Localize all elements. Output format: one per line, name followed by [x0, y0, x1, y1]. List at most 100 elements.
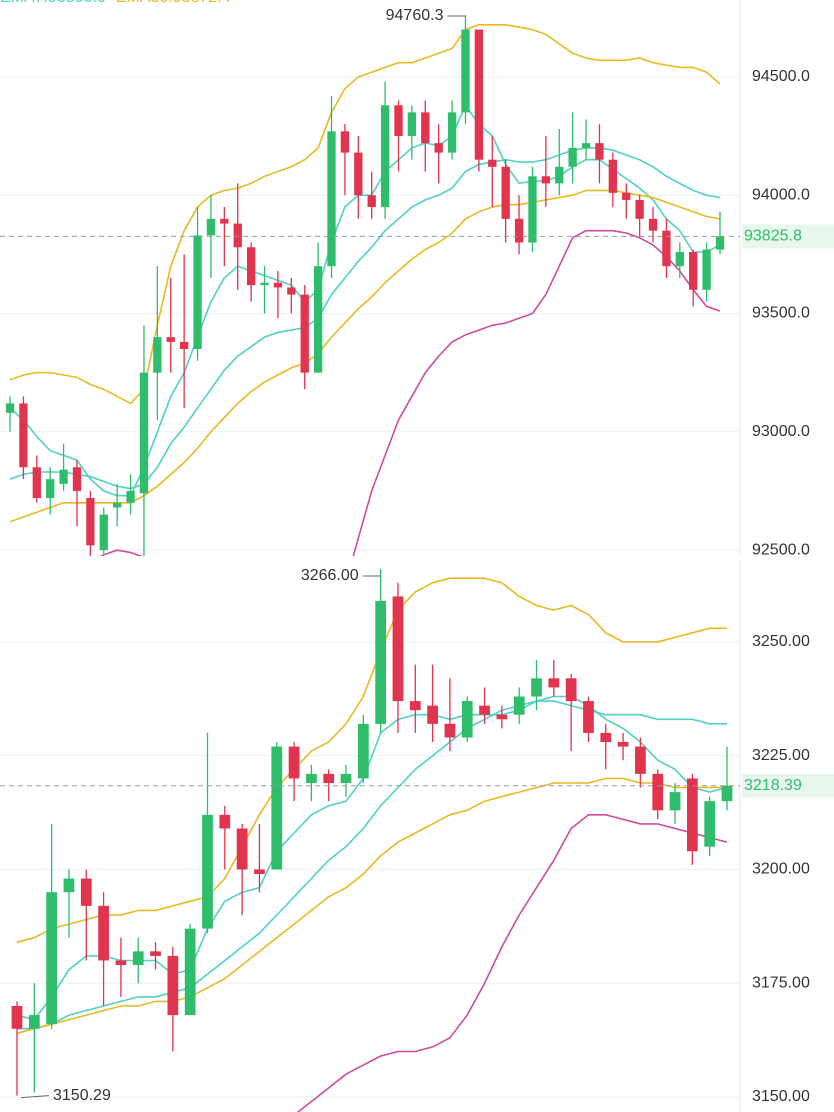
candle-body	[236, 828, 248, 870]
y-tick-label: 93000.0	[752, 423, 810, 440]
candle-body	[327, 131, 336, 267]
candle-body	[98, 905, 109, 961]
candle-body	[652, 773, 664, 811]
candle-body	[421, 112, 430, 144]
candle-body	[126, 490, 135, 503]
candle-body	[600, 732, 612, 743]
candle-body	[254, 869, 265, 874]
candle-body	[375, 600, 387, 724]
candle-body	[260, 282, 269, 286]
y-tick-label: 94500.0	[752, 68, 810, 85]
candle-body	[555, 166, 564, 184]
candle-body	[568, 147, 577, 167]
candle-body	[46, 892, 58, 1025]
candle-body	[496, 714, 508, 720]
candle-body	[59, 469, 68, 484]
indicator-line	[16, 777, 727, 1035]
last-price-bg	[742, 224, 834, 249]
candle-body	[409, 701, 421, 711]
candle-body	[139, 372, 149, 494]
y-tick-label: 3150.00	[752, 1088, 810, 1105]
candle-body	[595, 143, 604, 160]
last-price-bg	[742, 773, 834, 798]
candle-body	[686, 778, 698, 852]
candle-body	[63, 878, 75, 893]
candle-body	[166, 337, 175, 342]
candle-body	[273, 282, 283, 288]
candle-body	[380, 105, 390, 208]
last-price-label: 93825.8	[744, 228, 802, 245]
candle-body	[394, 105, 403, 137]
plot-area	[0, 569, 740, 1112]
candle-body	[427, 705, 438, 724]
y-tick-label: 3225.00	[752, 747, 810, 764]
candle-body	[86, 498, 95, 546]
candle-body	[220, 218, 229, 224]
candle-body	[300, 294, 309, 373]
candle-body	[704, 801, 716, 847]
candle-body	[19, 403, 28, 468]
candle-body	[313, 266, 323, 373]
candle-body	[444, 723, 456, 738]
candle-body	[5, 403, 15, 413]
candle-body	[72, 467, 82, 491]
candle-body	[150, 951, 161, 956]
legend-entry: EMA30:93872.4	[116, 0, 231, 6]
candle-body	[528, 176, 537, 243]
candle-body	[271, 746, 283, 870]
candle-body	[340, 773, 352, 783]
candle-body	[219, 814, 231, 829]
indicator-line	[99, 229, 721, 556]
candle-body	[715, 236, 725, 250]
y-tick-label: 94000.0	[752, 186, 810, 203]
indicator-line	[16, 577, 727, 944]
candle-body	[367, 195, 376, 208]
candle-body	[479, 705, 490, 715]
candle-body	[233, 223, 242, 248]
y-tick-label: 93500.0	[752, 305, 810, 322]
candle-body	[99, 514, 108, 551]
indicator-line	[9, 189, 721, 523]
low-label: 3150.29	[53, 1087, 111, 1104]
candle-body	[541, 176, 551, 184]
candle-body	[287, 287, 296, 295]
candle-body	[583, 701, 594, 733]
candle-body	[28, 1015, 40, 1029]
indicator-line	[296, 814, 728, 1112]
low-pointer	[20, 1095, 50, 1099]
candle-body	[617, 742, 629, 747]
candle-body	[531, 678, 542, 697]
candle-body	[167, 955, 179, 1016]
candle-body	[46, 479, 55, 499]
candle-body	[635, 199, 644, 219]
candle-body	[179, 341, 189, 349]
candle-body	[702, 249, 711, 290]
candle-body	[288, 746, 300, 779]
candle-body	[246, 247, 256, 286]
candle-body	[32, 467, 41, 499]
candle-body	[115, 960, 127, 966]
y-tick-label: 3200.00	[752, 861, 810, 878]
candle-body	[323, 773, 335, 783]
candle-body	[193, 235, 202, 349]
candle-body	[608, 159, 617, 193]
candle-body	[354, 152, 363, 196]
candle-body	[461, 701, 473, 738]
candle-body	[113, 502, 122, 508]
candle-body	[548, 678, 560, 688]
indicator-line	[17, 700, 727, 1030]
candle-body	[635, 746, 646, 774]
high-label: 94760.3	[386, 7, 444, 24]
legend-entry: EMA7:93800.0	[0, 0, 106, 6]
y-tick-label: 3175.00	[752, 974, 810, 991]
candle-body	[340, 131, 350, 153]
indicator-line	[9, 24, 721, 405]
candle-body	[622, 192, 631, 200]
candle-body	[202, 814, 213, 929]
candle-body	[565, 678, 577, 702]
candle-body	[447, 112, 457, 153]
candle-body	[474, 29, 484, 160]
candle-body	[461, 29, 470, 113]
